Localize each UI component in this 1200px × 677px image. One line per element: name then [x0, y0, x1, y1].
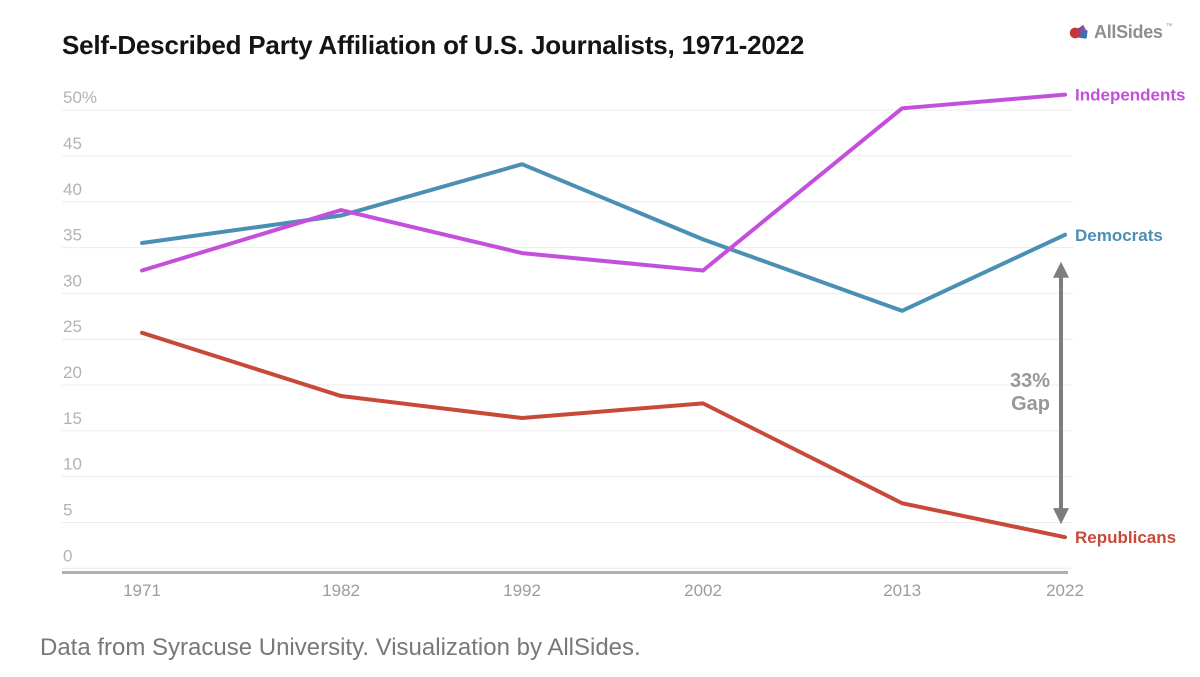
series-label-democrats: Democrats — [1075, 226, 1163, 245]
line-republicans — [140, 330, 1067, 540]
y-axis-tick-label: 10 — [63, 455, 82, 474]
line-independents — [140, 92, 1067, 273]
allsides-logo-text: AllSides — [1094, 22, 1163, 42]
allsides-trademark: ™ — [1165, 23, 1173, 30]
y-axis-tick-label: 15 — [63, 409, 82, 428]
y-axis-tick-label: 45 — [63, 134, 82, 153]
series-label-independents: Independents — [1075, 86, 1186, 105]
gap-arrow-head-down — [1053, 508, 1069, 525]
x-axis-tick-label: 2002 — [684, 581, 722, 600]
y-axis-tick-label: 50% — [63, 88, 97, 107]
y-axis-tick-label: 0 — [63, 546, 72, 565]
allsides-logo: AllSides ™ — [1068, 21, 1173, 44]
gap-annotation-label: Gap — [1011, 393, 1050, 415]
x-axis-tick-label: 1992 — [503, 581, 541, 600]
series-label-republicans: Republicans — [1075, 528, 1176, 547]
y-axis-tick-label: 30 — [63, 271, 82, 290]
source-caption: Data from Syracuse University. Visualiza… — [40, 634, 641, 661]
y-axis-tick-label: 20 — [63, 363, 82, 382]
allsides-logo-icon — [1069, 24, 1088, 39]
gap-annotation-value: 33% — [1010, 370, 1050, 392]
x-axis-tick-label: 2022 — [1046, 581, 1084, 600]
party-affiliation-line-chart: 0 5 10 15 20 25 30 35 40 45 50% 1971 1982 1992 2002 201… — [62, 86, 1186, 600]
x-axis-tick-label: 1982 — [322, 581, 360, 600]
y-axis-tick-label: 5 — [63, 500, 72, 519]
gap-arrow-head-up — [1053, 261, 1069, 278]
chart-title: Self-Described Party Affiliation of U.S.… — [62, 30, 805, 60]
y-axis-tick-label: 25 — [63, 317, 82, 336]
x-axis-tick-label: 1971 — [123, 581, 161, 600]
y-axis-tick-label: 40 — [63, 180, 82, 199]
y-axis-tick-label: 35 — [63, 226, 82, 245]
line-democrats — [140, 162, 1067, 313]
x-axis-tick-label: 2013 — [883, 581, 921, 600]
